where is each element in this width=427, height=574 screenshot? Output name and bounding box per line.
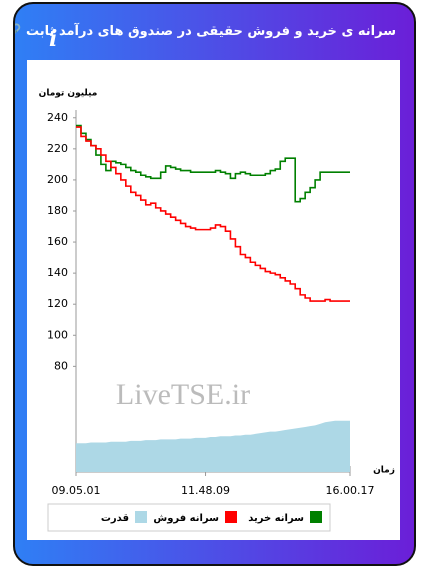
y-tick-label: 100 (47, 328, 68, 341)
y-label: میلیون تومان (39, 89, 98, 99)
info-icon[interactable]: i (49, 26, 58, 52)
y-tick-label: 80 (54, 359, 68, 372)
header-title: سرانه ی خرید و فروش حقیقی در صندوق های د… (15, 24, 396, 39)
y-tick-label: 140 (47, 266, 68, 279)
x-label: زمان (373, 466, 395, 476)
legend-label: قدرت (101, 513, 129, 524)
x-tick-label: 16.00.17 (326, 484, 375, 497)
legend-swatch (225, 511, 237, 523)
y-tick-label: 220 (47, 142, 68, 155)
y-tick-label: 180 (47, 204, 68, 217)
x-tick-label: 09.05.01 (52, 484, 101, 497)
legend-label: سرانه فروش (153, 513, 219, 524)
line (76, 124, 350, 203)
x-tick-label: 11.48.09 (181, 484, 230, 497)
title-text: سرانه ی خرید و فروش حقیقی در صندوق های د… (26, 24, 396, 39)
legend-swatch (135, 511, 147, 523)
y-tick-label: 200 (47, 173, 68, 186)
legend-label: سرانه خرید (248, 513, 304, 524)
y-tick-label: 240 (47, 111, 68, 124)
y-tick-label: 160 (47, 235, 68, 248)
area (76, 420, 350, 472)
watermark: LiveTSE.ir (116, 378, 250, 411)
line (76, 126, 350, 302)
legend (47, 503, 331, 532)
legend-swatch (310, 511, 322, 523)
y-tick-label: 120 (47, 297, 68, 310)
